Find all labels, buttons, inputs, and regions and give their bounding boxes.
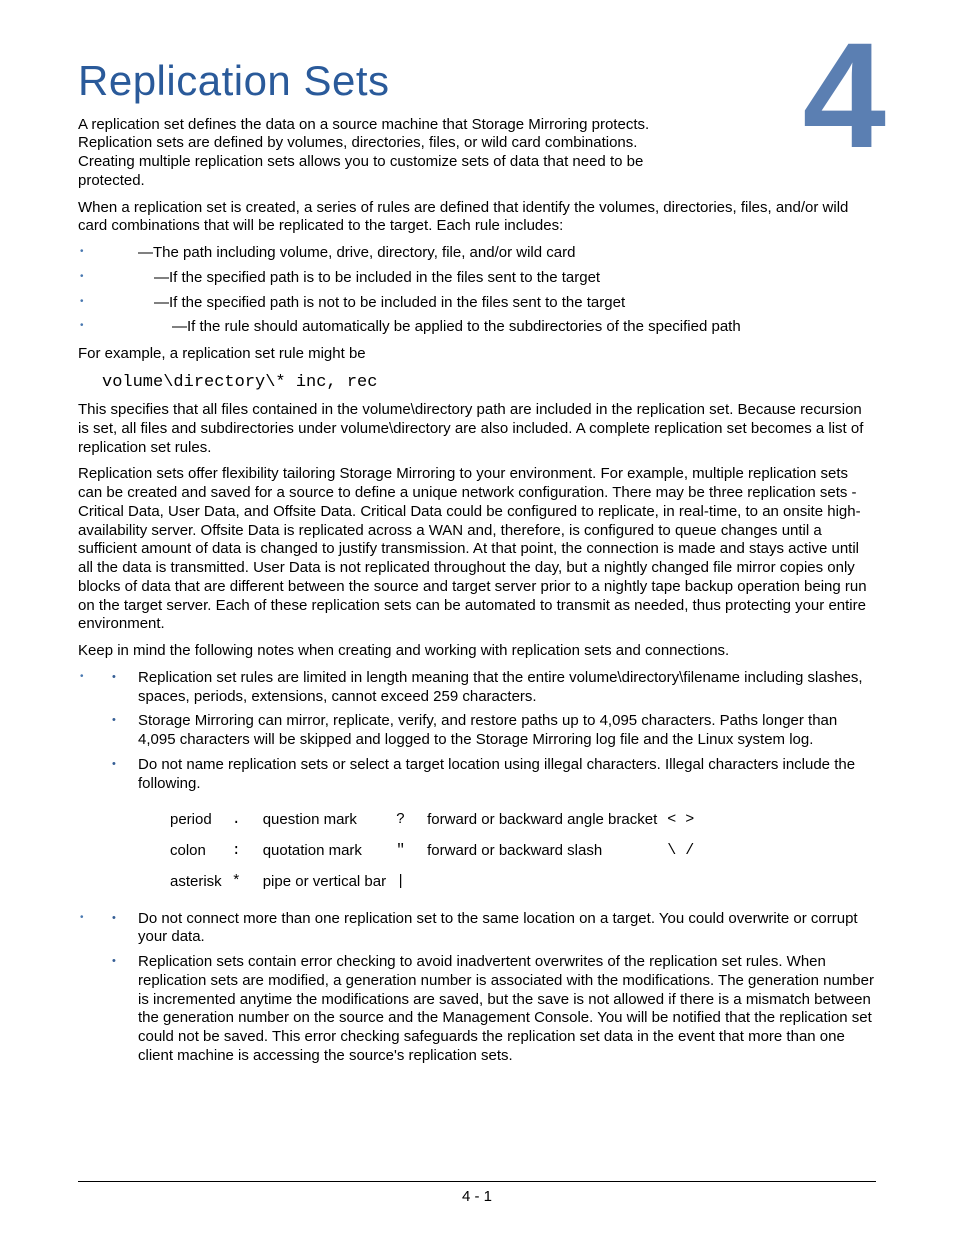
char-name — [427, 867, 667, 898]
rule-text: —If the specified path is not to be incl… — [138, 294, 625, 311]
note-item: Do not name replication sets or select a… — [112, 756, 876, 794]
rule-item: —If the specified path is not to be incl… — [78, 294, 876, 313]
note-inner-list: Replication set rules are limited in len… — [112, 669, 876, 794]
example-code: volume\directory\* inc, rec — [102, 372, 876, 393]
char-name: pipe or vertical bar — [263, 867, 396, 898]
rule-text: —If the specified path is to be included… — [138, 269, 600, 286]
rule-item: —If the rule should automatically be app… — [78, 318, 876, 337]
chapter-number: 4 — [803, 20, 886, 170]
char-symbol: * — [232, 867, 263, 898]
char-name: asterisk — [170, 867, 232, 898]
page-title: Replication Sets — [78, 55, 876, 108]
char-symbol: " — [396, 836, 427, 867]
example-explain: This specifies that all files contained … — [78, 401, 876, 457]
rule-text: —The path including volume, drive, direc… — [138, 244, 575, 261]
note-item: Storage Mirroring can mirror, replicate,… — [112, 712, 876, 750]
rule-item: —If the specified path is to be included… — [78, 269, 876, 288]
notes-section-1: Replication set rules are limited in len… — [78, 669, 876, 898]
table-row: asterisk * pipe or vertical bar | — [170, 867, 716, 898]
note-item: Replication sets contain error checking … — [112, 953, 876, 1066]
char-symbol: | — [396, 867, 427, 898]
note-item: Do not connect more than one replication… — [112, 910, 876, 948]
char-symbol: . — [232, 805, 263, 836]
char-symbol: < > — [667, 805, 716, 836]
rules-list: —The path including volume, drive, direc… — [78, 244, 876, 337]
char-name: question mark — [263, 805, 396, 836]
char-symbol: \ / — [667, 836, 716, 867]
char-symbol — [667, 867, 716, 898]
char-symbol: ? — [396, 805, 427, 836]
note-group: Do not connect more than one replication… — [78, 910, 876, 1066]
table-row: colon : quotation mark " forward or back… — [170, 836, 716, 867]
char-name: forward or backward slash — [427, 836, 667, 867]
note-item: Replication set rules are limited in len… — [112, 669, 876, 707]
rules-intro: When a replication set is created, a ser… — [78, 199, 876, 237]
note-group: Replication set rules are limited in len… — [78, 669, 876, 898]
example-lead: For example, a replication set rule migh… — [78, 345, 876, 364]
notes-section-2: Do not connect more than one replication… — [78, 910, 876, 1066]
rule-item: —The path including volume, drive, direc… — [78, 244, 876, 263]
page-footer: 4 - 1 — [78, 1181, 876, 1207]
char-name: period — [170, 805, 232, 836]
char-name: quotation mark — [263, 836, 396, 867]
char-name: colon — [170, 836, 232, 867]
note-inner-list: Do not connect more than one replication… — [112, 910, 876, 1066]
char-symbol: : — [232, 836, 263, 867]
page-header: Replication Sets 4 — [78, 55, 876, 108]
intro-paragraph: A replication set defines the data on a … — [78, 116, 668, 191]
char-name: forward or backward angle bracket — [427, 805, 667, 836]
flexibility-paragraph: Replication sets offer flexibility tailo… — [78, 465, 876, 634]
rule-text: —If the rule should automatically be app… — [138, 318, 741, 335]
table-row: period . question mark ? forward or back… — [170, 805, 716, 836]
notes-lead: Keep in mind the following notes when cr… — [78, 642, 876, 661]
illegal-chars-table: period . question mark ? forward or back… — [170, 805, 716, 897]
